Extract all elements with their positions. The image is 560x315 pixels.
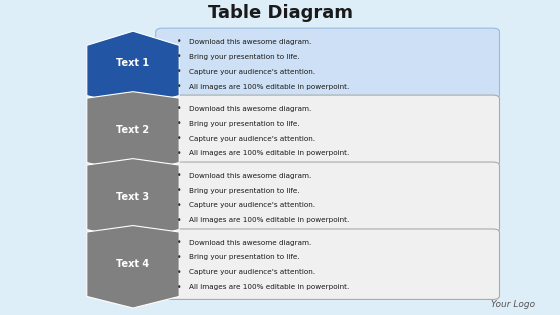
Text: •: • (177, 134, 181, 143)
Text: •: • (177, 253, 181, 262)
Text: Download this awesome diagram.: Download this awesome diagram. (189, 173, 311, 179)
Text: Download this awesome diagram.: Download this awesome diagram. (189, 39, 311, 45)
Text: Capture your audience's attention.: Capture your audience's attention. (189, 69, 315, 75)
FancyBboxPatch shape (156, 162, 500, 232)
Text: •: • (177, 104, 181, 113)
FancyBboxPatch shape (156, 95, 500, 166)
FancyBboxPatch shape (156, 229, 500, 300)
Text: •: • (177, 149, 181, 158)
Text: •: • (177, 171, 181, 180)
Text: Bring your presentation to life.: Bring your presentation to life. (189, 255, 300, 261)
Text: •: • (177, 268, 181, 277)
Text: Download this awesome diagram.: Download this awesome diagram. (189, 106, 311, 112)
Text: Bring your presentation to life.: Bring your presentation to life. (189, 121, 300, 127)
Text: •: • (177, 37, 181, 46)
Text: All images are 100% editable in powerpoint.: All images are 100% editable in powerpoi… (189, 284, 349, 290)
Text: •: • (177, 283, 181, 292)
Text: •: • (177, 67, 181, 76)
Text: •: • (177, 186, 181, 195)
Text: Bring your presentation to life.: Bring your presentation to life. (189, 54, 300, 60)
Text: Table Diagram: Table Diagram (208, 3, 352, 22)
Text: Capture your audience's attention.: Capture your audience's attention. (189, 269, 315, 275)
Text: •: • (177, 216, 181, 225)
Text: •: • (177, 201, 181, 210)
Polygon shape (87, 31, 179, 107)
Text: Text 1: Text 1 (116, 58, 150, 68)
Text: •: • (177, 82, 181, 91)
Text: Capture your audience's attention.: Capture your audience's attention. (189, 203, 315, 209)
Text: Text 3: Text 3 (116, 192, 150, 202)
Text: •: • (177, 238, 181, 247)
Polygon shape (87, 92, 179, 174)
Text: All images are 100% editable in powerpoint.: All images are 100% editable in powerpoi… (189, 151, 349, 157)
Text: All images are 100% editable in powerpoint.: All images are 100% editable in powerpoi… (189, 83, 349, 89)
Text: Text 2: Text 2 (116, 125, 150, 135)
Text: •: • (177, 119, 181, 128)
Text: Download this awesome diagram.: Download this awesome diagram. (189, 239, 311, 246)
Polygon shape (87, 159, 179, 241)
Text: Text 4: Text 4 (116, 259, 150, 269)
Text: Bring your presentation to life.: Bring your presentation to life. (189, 187, 300, 193)
Text: •: • (177, 52, 181, 61)
Text: Capture your audience's attention.: Capture your audience's attention. (189, 135, 315, 141)
Polygon shape (87, 226, 179, 308)
Text: All images are 100% editable in powerpoint.: All images are 100% editable in powerpoi… (189, 217, 349, 223)
FancyBboxPatch shape (156, 28, 500, 99)
Text: Your Logo: Your Logo (491, 300, 535, 309)
